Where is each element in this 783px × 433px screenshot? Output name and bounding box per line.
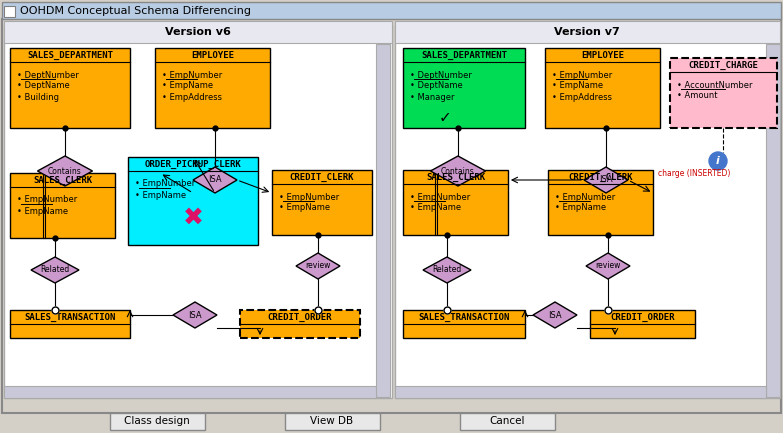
Text: CREDIT_ORDER: CREDIT_ORDER bbox=[268, 313, 332, 322]
Text: ISA: ISA bbox=[188, 310, 202, 320]
Text: • EmpName: • EmpName bbox=[410, 204, 461, 213]
Text: EMPLOYEE: EMPLOYEE bbox=[581, 51, 624, 59]
Text: SALES_TRANSACTION: SALES_TRANSACTION bbox=[24, 313, 116, 322]
Text: ✓: ✓ bbox=[438, 110, 451, 126]
Text: • Manager: • Manager bbox=[410, 93, 454, 101]
Text: CREDIT_ORDER: CREDIT_ORDER bbox=[610, 313, 675, 322]
Text: • EmpAddress: • EmpAddress bbox=[162, 93, 222, 101]
Text: ORDER_PICKUP_CLERK: ORDER_PICKUP_CLERK bbox=[145, 159, 241, 168]
Text: SALES_CLERK: SALES_CLERK bbox=[426, 172, 485, 181]
FancyBboxPatch shape bbox=[110, 413, 205, 430]
FancyBboxPatch shape bbox=[545, 48, 660, 128]
FancyBboxPatch shape bbox=[10, 173, 115, 238]
Text: • DeptName: • DeptName bbox=[17, 81, 70, 90]
Text: Version v6: Version v6 bbox=[165, 27, 231, 37]
Text: • Building: • Building bbox=[17, 93, 59, 101]
Polygon shape bbox=[431, 156, 485, 186]
Text: • AccountNumber: • AccountNumber bbox=[677, 81, 752, 90]
Polygon shape bbox=[533, 302, 577, 328]
Text: SALES_DEPARTMENT: SALES_DEPARTMENT bbox=[421, 51, 507, 60]
Text: Class design: Class design bbox=[124, 417, 189, 427]
Text: • EmpName: • EmpName bbox=[279, 204, 330, 213]
Text: • EmpNumber: • EmpNumber bbox=[279, 193, 339, 201]
FancyBboxPatch shape bbox=[4, 21, 392, 43]
Text: review: review bbox=[595, 262, 621, 271]
FancyBboxPatch shape bbox=[155, 48, 270, 128]
Text: Cancel: Cancel bbox=[489, 417, 525, 427]
Polygon shape bbox=[31, 257, 79, 283]
Text: • EmpNumber: • EmpNumber bbox=[17, 196, 78, 204]
Text: CREDIT_CLERK: CREDIT_CLERK bbox=[568, 172, 633, 181]
FancyBboxPatch shape bbox=[403, 170, 508, 235]
Circle shape bbox=[709, 152, 727, 170]
Text: • EmpNumber: • EmpNumber bbox=[552, 71, 612, 80]
FancyBboxPatch shape bbox=[285, 413, 380, 430]
FancyBboxPatch shape bbox=[2, 19, 781, 413]
Text: CREDIT_CLERK: CREDIT_CLERK bbox=[290, 172, 354, 181]
Text: • DeptNumber: • DeptNumber bbox=[410, 71, 472, 80]
Text: Related: Related bbox=[432, 265, 462, 275]
Text: • EmpName: • EmpName bbox=[552, 81, 603, 90]
Text: • EmpNumber: • EmpNumber bbox=[162, 71, 222, 80]
Text: • DeptNumber: • DeptNumber bbox=[17, 71, 79, 80]
FancyBboxPatch shape bbox=[4, 386, 376, 398]
Text: ISA: ISA bbox=[599, 175, 613, 184]
FancyBboxPatch shape bbox=[272, 170, 372, 235]
FancyBboxPatch shape bbox=[460, 413, 555, 430]
Text: SALES_TRANSACTION: SALES_TRANSACTION bbox=[418, 313, 510, 322]
Polygon shape bbox=[173, 302, 217, 328]
Text: review: review bbox=[305, 262, 330, 271]
Text: i: i bbox=[716, 156, 720, 166]
Text: • EmpName: • EmpName bbox=[17, 207, 68, 216]
Text: Contains: Contains bbox=[48, 167, 82, 175]
FancyBboxPatch shape bbox=[395, 25, 780, 398]
FancyBboxPatch shape bbox=[10, 48, 130, 128]
Text: • EmpAddress: • EmpAddress bbox=[552, 93, 612, 101]
Text: • Amount: • Amount bbox=[677, 91, 717, 100]
Text: ISA: ISA bbox=[208, 175, 222, 184]
FancyBboxPatch shape bbox=[548, 170, 653, 235]
FancyBboxPatch shape bbox=[4, 6, 15, 17]
Polygon shape bbox=[296, 253, 340, 279]
Text: CREDIT_CHARGE: CREDIT_CHARGE bbox=[688, 61, 759, 70]
Polygon shape bbox=[584, 167, 628, 193]
Text: • EmpName: • EmpName bbox=[555, 204, 606, 213]
Text: • DeptName: • DeptName bbox=[410, 81, 463, 90]
FancyBboxPatch shape bbox=[670, 58, 777, 128]
FancyBboxPatch shape bbox=[395, 21, 780, 43]
FancyBboxPatch shape bbox=[128, 157, 258, 245]
Polygon shape bbox=[423, 257, 471, 283]
Polygon shape bbox=[193, 167, 237, 193]
Text: • EmpNumber: • EmpNumber bbox=[135, 180, 195, 188]
FancyBboxPatch shape bbox=[403, 310, 525, 338]
Text: Related: Related bbox=[41, 265, 70, 275]
Text: • EmpName: • EmpName bbox=[135, 191, 186, 200]
Text: SALES_CLERK: SALES_CLERK bbox=[33, 175, 92, 184]
Text: • EmpName: • EmpName bbox=[162, 81, 213, 90]
Text: • EmpNumber: • EmpNumber bbox=[555, 193, 615, 201]
FancyBboxPatch shape bbox=[403, 48, 525, 128]
Text: OOHDM Conceptual Schema Differencing: OOHDM Conceptual Schema Differencing bbox=[20, 6, 251, 16]
FancyBboxPatch shape bbox=[10, 310, 130, 338]
Text: ISA: ISA bbox=[548, 310, 562, 320]
FancyBboxPatch shape bbox=[2, 2, 781, 19]
Text: charge (INSERTED): charge (INSERTED) bbox=[658, 168, 731, 178]
Text: Contains: Contains bbox=[441, 167, 474, 175]
Polygon shape bbox=[38, 156, 92, 186]
FancyBboxPatch shape bbox=[376, 44, 390, 397]
Text: • EmpNumber: • EmpNumber bbox=[410, 193, 471, 201]
FancyBboxPatch shape bbox=[395, 386, 766, 398]
Text: EMPLOYEE: EMPLOYEE bbox=[191, 51, 234, 59]
FancyBboxPatch shape bbox=[240, 310, 360, 338]
Text: SALES_DEPARTMENT: SALES_DEPARTMENT bbox=[27, 51, 113, 60]
Text: ✖: ✖ bbox=[182, 206, 204, 230]
FancyBboxPatch shape bbox=[590, 310, 695, 338]
Polygon shape bbox=[586, 253, 630, 279]
FancyBboxPatch shape bbox=[766, 44, 780, 397]
Text: View DB: View DB bbox=[310, 417, 354, 427]
FancyBboxPatch shape bbox=[4, 25, 392, 398]
Text: Version v7: Version v7 bbox=[554, 27, 620, 37]
